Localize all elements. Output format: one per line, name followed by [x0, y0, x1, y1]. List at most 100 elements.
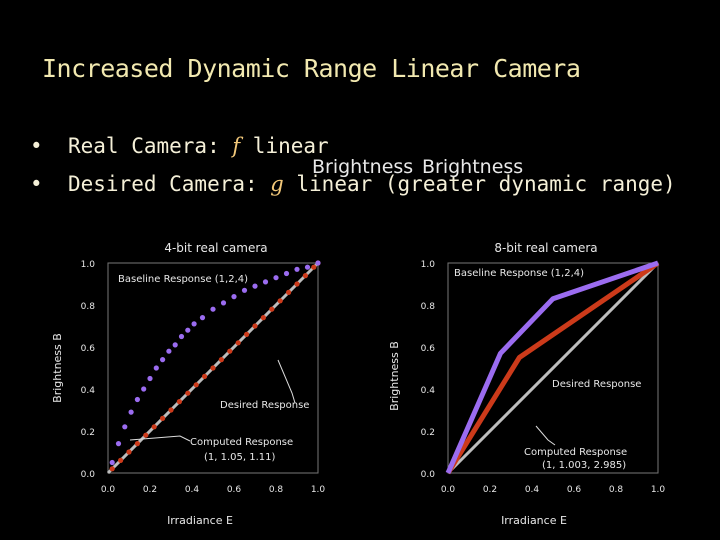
data-point — [252, 323, 258, 329]
annotation-label: Computed Response — [190, 437, 293, 448]
data-point — [153, 365, 159, 371]
data-point — [294, 266, 300, 272]
data-point — [235, 340, 241, 346]
y-tick-label: 1.0 — [81, 260, 96, 270]
data-point — [227, 348, 233, 354]
series-line — [446, 261, 660, 475]
data-point — [176, 399, 182, 405]
x-tick-label: 1.0 — [651, 485, 666, 495]
annotation-leader — [129, 435, 191, 442]
chart-title: 8-bit real camera — [494, 241, 597, 255]
data-point — [128, 409, 134, 415]
data-point — [134, 441, 140, 447]
annotation-label: Desired Response — [220, 400, 309, 411]
data-point — [160, 415, 166, 421]
math-f: f — [232, 134, 241, 158]
slide-title: Increased Dynamic Range Linear Camera — [42, 54, 581, 83]
y-tick-label: 0.4 — [421, 386, 436, 396]
x-tick-label: 0.2 — [143, 485, 157, 495]
data-point — [210, 306, 216, 312]
data-point — [193, 382, 199, 388]
x-tick-label: 0.8 — [609, 485, 624, 495]
chart-title: 4-bit real camera — [164, 241, 267, 255]
chart-8bit: 8-bit real camera 0.0 0.2 0.4 0.6 0.8 1.0 0.0 0.… — [388, 241, 665, 527]
data-point — [109, 466, 115, 472]
series-line — [445, 260, 660, 475]
data-point — [241, 287, 248, 293]
y-tick-label: 0.2 — [81, 428, 95, 438]
x-tick-label: 0.0 — [101, 485, 116, 495]
x-tick-label: 0.8 — [269, 485, 284, 495]
bullet-prefix: Real Camera: — [68, 134, 233, 158]
bullet-prefix: Desired Camera: — [68, 172, 271, 196]
annotation-label: Desired Response — [552, 379, 641, 390]
plot-frame — [447, 262, 659, 474]
data-point — [185, 390, 191, 396]
data-point — [244, 331, 250, 337]
x-axis-label: Irradiance E — [167, 514, 233, 527]
y-tick-label: 0.8 — [421, 302, 436, 312]
data-point — [109, 459, 115, 466]
x-tick-label: 0.6 — [227, 485, 242, 495]
bullet-dot: • — [30, 134, 43, 158]
x-tick-label: 0.4 — [185, 485, 200, 495]
annotation-label: (1, 1.003, 2.985) — [542, 460, 626, 471]
annotation-label: Computed Response — [524, 447, 627, 458]
data-point — [118, 457, 124, 463]
y-tick-label: 0.8 — [81, 302, 96, 312]
data-point — [277, 298, 283, 304]
y-tick-label: 0.6 — [421, 344, 436, 354]
data-point — [143, 432, 149, 438]
bullet-list: • Real Camera: f linear • Desired Camera: … — [30, 134, 676, 210]
data-point — [172, 342, 178, 348]
data-point — [218, 357, 224, 363]
data-point — [141, 386, 147, 392]
y-axis-label: Brightness B — [51, 333, 64, 403]
data-point — [178, 333, 185, 340]
data-point — [231, 294, 237, 300]
bullet-suffix: linear (greater dynamic range) — [283, 172, 676, 196]
annotation-leader — [277, 359, 296, 404]
y-tick-label: 0.4 — [81, 386, 96, 396]
y-axis-label: Brightness B — [388, 341, 401, 411]
plot-frame — [107, 262, 319, 474]
data-point — [199, 315, 206, 321]
data-point — [260, 315, 266, 321]
data-point — [315, 260, 321, 266]
data-point — [304, 264, 311, 270]
overlay-brightness-1: Brightness — [312, 156, 414, 178]
data-point — [122, 424, 128, 430]
math-g: g — [270, 172, 284, 196]
data-point — [262, 279, 269, 285]
bullet-desired-camera: • Desired Camera: g linear (greater dynam… — [30, 172, 676, 210]
bullet-real-camera: • Real Camera: f linear — [30, 134, 676, 172]
data-point — [252, 283, 258, 289]
bullet-suffix: linear — [240, 134, 329, 158]
data-point — [151, 424, 157, 430]
x-tick-label: 0.4 — [525, 485, 540, 495]
x-axis-label: Irradiance E — [501, 514, 567, 527]
data-point — [202, 373, 208, 379]
bullet-dot: • — [30, 172, 43, 196]
series-line — [445, 260, 659, 475]
chart-4bit: 4-bit real camera 0.0 0.2 0.4 0.6 0.8 1.0 0.0 0.… — [51, 241, 325, 527]
data-point — [166, 348, 172, 354]
x-tick-label: 0.0 — [441, 485, 456, 495]
annotation-leader — [535, 425, 556, 446]
data-point — [185, 327, 191, 333]
data-point — [269, 306, 275, 312]
data-point — [220, 300, 227, 306]
data-point — [311, 264, 317, 270]
y-tick-label: 0.6 — [81, 344, 96, 354]
y-tick-label: 1.0 — [421, 260, 436, 270]
data-point — [210, 365, 216, 371]
annotation-label: Baseline Response (1,2,4) — [454, 268, 584, 279]
overlay-brightness-2: Brightness — [422, 156, 524, 178]
data-point — [273, 275, 279, 281]
data-point — [294, 281, 300, 287]
data-point — [302, 273, 308, 279]
annotation-label: Baseline Response (1,2,4) — [118, 274, 248, 285]
x-tick-label: 0.6 — [567, 485, 582, 495]
data-point — [191, 321, 197, 327]
